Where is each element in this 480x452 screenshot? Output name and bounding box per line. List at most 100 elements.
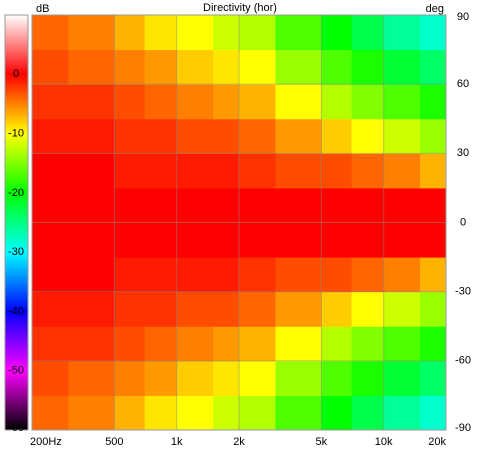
heat-cell — [275, 291, 322, 327]
heat-cell — [68, 291, 115, 327]
heat-cell — [176, 49, 214, 85]
x-tick-label: 200Hz — [30, 436, 62, 448]
heat-cell — [351, 222, 385, 258]
heat-cell — [321, 326, 353, 362]
x-tick-label: 1k — [171, 436, 183, 448]
heat-cell — [275, 326, 322, 362]
heat-cell — [275, 360, 322, 396]
heat-cell — [213, 187, 240, 223]
heat-cell — [68, 118, 115, 154]
heat-cell — [239, 118, 276, 154]
heat-cell — [275, 49, 322, 85]
x-tick-label: 500 — [105, 436, 123, 448]
heat-cell — [239, 360, 276, 396]
heat-cell — [114, 360, 146, 396]
heat-cell — [321, 153, 353, 189]
colorbar-tick-label: -60 — [8, 422, 24, 434]
heat-cell — [420, 291, 447, 327]
heat-cell — [321, 15, 353, 51]
heat-cell — [68, 257, 115, 293]
heat-cell — [321, 49, 353, 85]
heat-cell — [275, 257, 322, 293]
heat-cell — [176, 222, 214, 258]
heat-cell — [213, 222, 240, 258]
heat-cell — [176, 257, 214, 293]
heat-cell — [32, 395, 69, 431]
y-tick-label: -90 — [455, 422, 471, 434]
heat-cell — [213, 326, 240, 362]
heat-cell — [275, 118, 322, 154]
heat-cell — [420, 395, 447, 431]
heat-cell — [68, 395, 115, 431]
heat-cell — [351, 395, 385, 431]
heat-cell — [213, 84, 240, 120]
y-tick-label: 60 — [457, 78, 469, 90]
chart-title: Directivity (hor) — [203, 2, 277, 14]
plot-border — [31, 14, 447, 431]
heat-cell — [351, 257, 385, 293]
heat-cell — [351, 291, 385, 327]
heat-cell — [114, 49, 146, 85]
heat-cell — [32, 326, 69, 362]
heat-cell — [32, 291, 69, 327]
heat-cell — [176, 15, 214, 51]
heat-cell — [213, 257, 240, 293]
heat-cell — [114, 291, 146, 327]
colorbar-tick-label: -50 — [8, 365, 24, 377]
heat-cell — [351, 326, 385, 362]
heat-cell — [383, 360, 421, 396]
heat-cell — [114, 222, 146, 258]
heat-cell — [144, 187, 178, 223]
colorbar — [4, 14, 29, 431]
x-tick-label: 20k — [428, 436, 446, 448]
colorbar-tick-label: -20 — [8, 187, 24, 199]
heat-cell — [420, 257, 447, 293]
heat-cell — [275, 84, 322, 120]
heat-cell — [383, 84, 421, 120]
heat-cell — [383, 257, 421, 293]
heat-cell — [420, 118, 447, 154]
heat-cell — [351, 15, 385, 51]
heat-cell — [420, 326, 447, 362]
y-tick-label: 0 — [460, 216, 466, 228]
heat-cell — [144, 395, 178, 431]
heat-cell — [239, 187, 276, 223]
heat-cell — [275, 153, 322, 189]
y-tick-label: 90 — [457, 11, 469, 23]
heat-cell — [144, 15, 178, 51]
heat-cell — [383, 187, 421, 223]
heat-cell — [176, 153, 214, 189]
heat-cell — [321, 257, 353, 293]
y-tick-label: -60 — [455, 355, 471, 367]
heat-cell — [144, 360, 178, 396]
heat-cell — [321, 187, 353, 223]
heat-cell — [213, 360, 240, 396]
heat-cell — [144, 326, 178, 362]
heat-cell — [351, 360, 385, 396]
colorbar-tick-label: -30 — [8, 246, 24, 258]
heat-cell — [213, 395, 240, 431]
heat-cell — [321, 222, 353, 258]
heat-cell — [114, 395, 146, 431]
heat-cell — [114, 15, 146, 51]
heat-cell — [321, 395, 353, 431]
heat-cell — [321, 291, 353, 327]
heat-cell — [383, 15, 421, 51]
heat-cell — [68, 15, 115, 51]
heat-cell — [383, 49, 421, 85]
heat-cell — [176, 118, 214, 154]
heat-cell — [114, 153, 146, 189]
heat-cell — [176, 187, 214, 223]
heat-cell — [32, 84, 69, 120]
heat-cell — [321, 84, 353, 120]
heat-cell — [351, 84, 385, 120]
heat-cell — [383, 291, 421, 327]
heat-cell — [275, 15, 322, 51]
heat-cell — [275, 187, 322, 223]
heat-cell — [383, 118, 421, 154]
heat-cell — [420, 222, 447, 258]
heat-cell — [68, 49, 115, 85]
heat-cell — [114, 118, 146, 154]
heat-cell — [144, 118, 178, 154]
